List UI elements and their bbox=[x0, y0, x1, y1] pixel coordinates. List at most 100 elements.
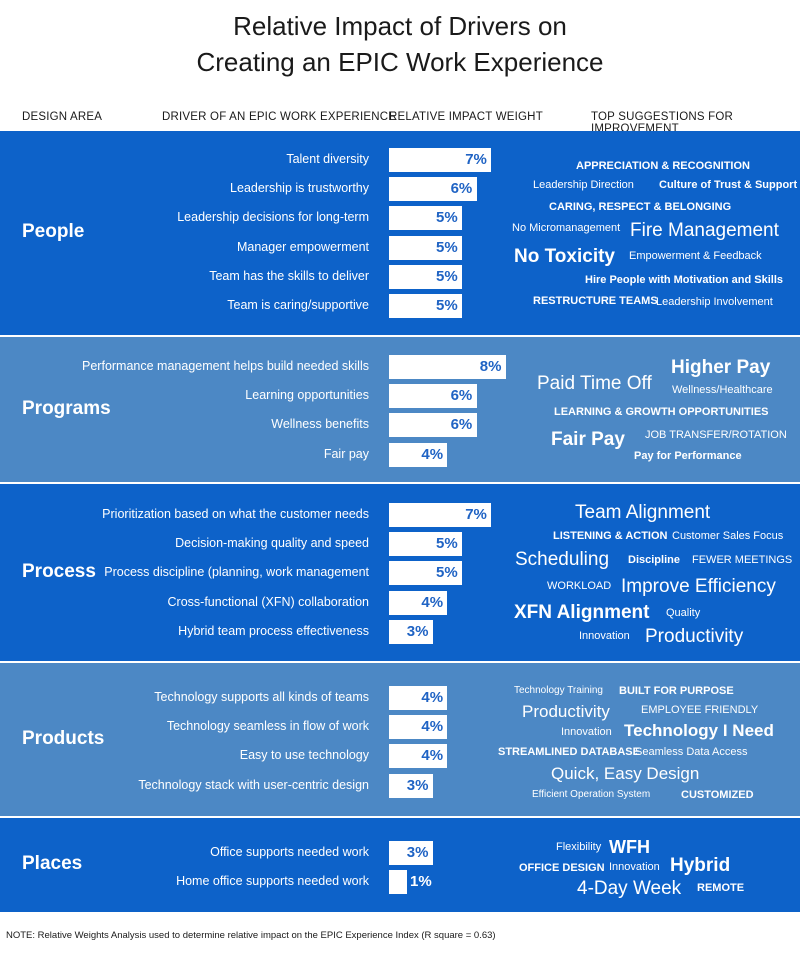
suggestion-word: Pay for Performance bbox=[634, 450, 742, 463]
bar-value-label: 5% bbox=[436, 267, 458, 285]
suggestion-word: No Micromanagement bbox=[512, 222, 621, 235]
impact-bar bbox=[389, 561, 462, 586]
header-design-area: DESIGN AREA bbox=[22, 111, 103, 123]
suggestion-word: Discipline bbox=[628, 554, 680, 567]
suggestion-word: Productivity bbox=[645, 625, 744, 647]
suggestion-word: Innovation bbox=[609, 861, 660, 874]
impact-bar bbox=[389, 686, 448, 710]
impact-bar bbox=[389, 235, 462, 260]
suggestion-word: Technology I Need bbox=[624, 720, 774, 740]
driver-label: Home office supports needed work bbox=[176, 874, 369, 889]
impact-bar bbox=[389, 773, 433, 798]
suggestion-word: Seamless Data Access bbox=[635, 746, 748, 759]
suggestion-word: Hire People with Motivation and Skills bbox=[585, 274, 784, 287]
suggestion-word: FEWER MEETINGS bbox=[692, 554, 793, 567]
driver-label: Technology stack with user-centric desig… bbox=[138, 777, 369, 792]
impact-bar bbox=[389, 442, 448, 467]
suggestion-word: Scheduling bbox=[515, 548, 610, 570]
bar-value-label: 1% bbox=[410, 873, 432, 891]
suggestion-word: Innovation bbox=[561, 726, 612, 739]
bar-value-label: 6% bbox=[450, 416, 473, 434]
impact-bar bbox=[389, 619, 433, 644]
driver-label: Decision-making quality and speed bbox=[175, 536, 369, 551]
impact-bar bbox=[389, 148, 492, 172]
suggestion-word: LISTENING & ACTION bbox=[553, 530, 668, 543]
driver-label: Leadership is trustworthy bbox=[230, 181, 369, 196]
bar-value-label: 5% bbox=[436, 209, 458, 227]
suggestion-word: OFFICE DESIGN bbox=[519, 862, 605, 875]
suggestion-word: BUILT FOR PURPOSE bbox=[619, 685, 734, 698]
suggestion-word: CUSTOMIZED bbox=[681, 789, 754, 802]
chart-title: Relative Impact of Drivers on Creating a… bbox=[0, 8, 800, 80]
driver-label: Office supports needed work bbox=[210, 845, 369, 859]
suggestion-word: JOB TRANSFER/ROTATION bbox=[645, 429, 787, 442]
suggestion-word: WORKLOAD bbox=[547, 580, 612, 593]
impact-bar bbox=[389, 841, 433, 865]
area-name-programs: Programs bbox=[22, 397, 111, 419]
bar-value-label: 3% bbox=[406, 776, 429, 794]
bar-value-label: 4% bbox=[421, 689, 444, 706]
suggestion-word: Flexibility bbox=[556, 841, 602, 854]
driver-label: Easy to use technology bbox=[239, 748, 369, 763]
bar-value-label: 7% bbox=[465, 151, 487, 168]
suggestion-word: Quick, Easy Design bbox=[551, 763, 700, 783]
impact-bar bbox=[389, 206, 462, 231]
driver-label: Team has the skills to deliver bbox=[209, 268, 369, 283]
bar-value-label: 7% bbox=[465, 506, 487, 523]
impact-bar bbox=[389, 590, 448, 615]
suggestion-word: Improve Efficiency bbox=[621, 575, 776, 597]
driver-label: Cross-functional (XFN) collaboration bbox=[167, 594, 369, 609]
driver-label: Prioritization based on what the custome… bbox=[102, 507, 369, 521]
driver-label: Manager empowerment bbox=[236, 239, 369, 254]
bar-value-label: 4% bbox=[421, 747, 444, 765]
suggestion-word: STREAMLINED DATABASE bbox=[498, 746, 640, 759]
impact-bar bbox=[389, 715, 448, 740]
header-driver: DRIVER OF AN EPIC WORK EXPERIENCE bbox=[162, 111, 397, 123]
suggestion-word: WFH bbox=[609, 837, 650, 858]
suggestion-word: Technology Training bbox=[514, 685, 603, 696]
suggestion-word: CARING, RESPECT & BELONGING bbox=[549, 201, 732, 214]
suggestion-word: 4-Day Week bbox=[577, 877, 682, 899]
suggestion-word: Productivity bbox=[522, 701, 610, 721]
bar-value-label: 3% bbox=[406, 844, 429, 861]
bar-value-label: 6% bbox=[450, 387, 473, 405]
suggestion-word: Efficient Operation System bbox=[532, 789, 651, 800]
driver-label: Fair pay bbox=[323, 446, 369, 461]
impact-bar bbox=[389, 532, 462, 557]
suggestion-word: Innovation bbox=[579, 630, 630, 643]
suggestion-word: Customer Sales Focus bbox=[672, 530, 784, 543]
impact-bar bbox=[389, 744, 448, 769]
bar-value-label: 4% bbox=[421, 718, 444, 736]
area-name-process: Process bbox=[22, 560, 96, 582]
impact-bar bbox=[389, 355, 506, 379]
impact-bar bbox=[389, 870, 407, 895]
suggestion-word: Quality bbox=[666, 607, 701, 620]
bar-value-label: 4% bbox=[421, 593, 444, 611]
suggestion-word: Wellness/Healthcare bbox=[672, 384, 773, 397]
header-impact-weight: RELATIVE IMPACT WEIGHT bbox=[389, 111, 543, 123]
impact-bar bbox=[389, 413, 477, 438]
driver-label: Hybrid team process effectiveness bbox=[178, 623, 369, 638]
suggestion-word: APPRECIATION & RECOGNITION bbox=[576, 160, 750, 173]
bar-value-label: 5% bbox=[436, 297, 458, 314]
impact-bar bbox=[389, 264, 462, 289]
area-name-places: Places bbox=[22, 853, 83, 874]
suggestion-word: LEARNING & GROWTH OPPORTUNITIES bbox=[554, 406, 769, 419]
bar-value-label: 5% bbox=[436, 535, 458, 553]
suggestion-word: Fair Pay bbox=[551, 428, 625, 450]
suggestion-word: REMOTE bbox=[697, 882, 745, 895]
driver-label: Technology supports all kinds of teams bbox=[154, 690, 369, 704]
driver-label: Learning opportunities bbox=[245, 388, 369, 403]
bar-value-label: 5% bbox=[436, 564, 458, 582]
bar-value-label: 8% bbox=[479, 358, 502, 375]
driver-label: Leadership decisions for long-term bbox=[177, 210, 369, 225]
suggestion-word: No Toxicity bbox=[514, 245, 615, 267]
area-name-people: People bbox=[22, 221, 85, 242]
suggestion-word: Empowerment & Feedback bbox=[629, 250, 762, 263]
suggestion-word: Leadership Involvement bbox=[656, 296, 773, 309]
suggestion-word: RESTRUCTURE TEAMS bbox=[533, 295, 658, 308]
suggestion-word: Higher Pay bbox=[671, 356, 771, 378]
title-line-2: Creating an EPIC Work Experience bbox=[196, 47, 604, 77]
driver-label: Technology seamless in flow of work bbox=[166, 719, 369, 734]
suggestion-word: Leadership Direction bbox=[533, 179, 634, 192]
